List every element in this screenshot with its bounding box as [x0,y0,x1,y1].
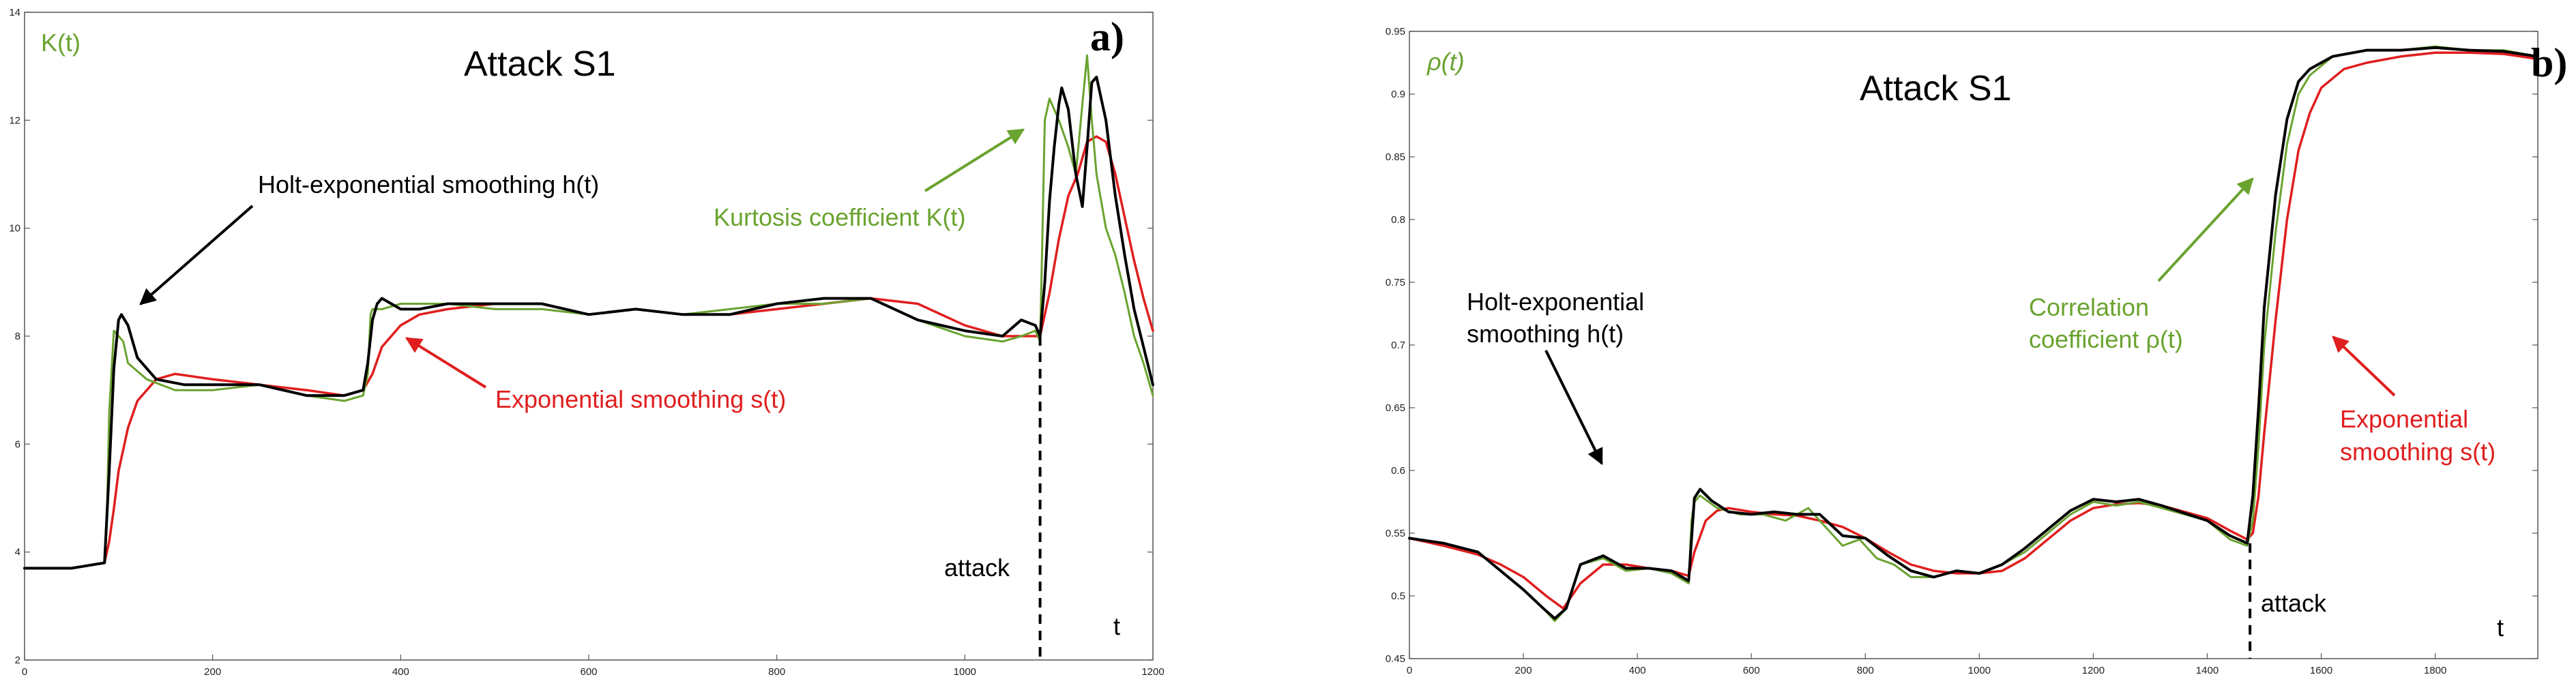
chart-a-holt-annotation: Holt-exponential smoothing h(t) [258,170,600,198]
chart-b-ytick-label: 0.5 [1391,590,1405,602]
chart-b-xtick-label: 200 [1515,665,1532,676]
chart-b-metric-annotation-1: Correlation [2029,293,2150,321]
chart-b-ytick-label: 0.45 [1386,653,1405,665]
chart-b-xtick-label: 0 [1407,665,1412,676]
chart-b-ytick-label: 0.55 [1386,528,1405,539]
chart-a-xtick-label: 400 [392,666,409,678]
chart-b-ytick-label: 0.85 [1386,151,1405,163]
chart-b-xtick-label: 600 [1743,665,1760,676]
chart-a-t-label: t [1113,612,1121,640]
chart-a-ytick-label: 6 [15,438,20,450]
chart-a-attack-label: attack [944,554,1010,582]
chart-b-ytick-label: 0.75 [1386,277,1405,288]
chart-a-svg: 2 4 6 8 10 12 14 0 200 400 600 800 1000 1200 [9,7,1164,678]
chart-b-xtick-label: 400 [1629,665,1646,676]
chart-b-series-holt [1408,46,2539,620]
chart-b-svg: 0.45 0.5 0.55 0.6 0.65 0.7 0.75 0.8 0.85 0.9 0.95 0… [1386,26,2539,676]
chart-a-series-kurtosis [23,54,1154,569]
chart-b-exp-arrow [2332,335,2396,397]
chart-a-xtick-label: 200 [204,666,221,678]
chart-b-panel-letter: b) [2531,40,2568,85]
chart-a-series-holt [23,76,1154,570]
chart-b-holt-arrow [1545,350,1603,466]
chart-a-title: Attack S1 [464,44,616,84]
chart-a-ytick-label: 14 [9,7,20,18]
chart-b-ytick-label: 0.6 [1391,465,1405,477]
chart-a-ytick-label: 10 [9,223,20,235]
chart-b-exp-annotation-1: Exponential [2340,405,2469,433]
chart-a-exp-arrow [405,337,487,389]
chart-a-xtick-label: 1000 [954,666,976,678]
chart-a-xtick-label: 800 [768,666,785,678]
chart-b-ytick-label: 0.95 [1386,26,1405,38]
chart-a-metric-annotation: Kurtosis coefficient K(t) [714,203,966,231]
chart-b-exp-annotation-2: smoothing s(t) [2340,438,2496,466]
chart-panel-a: 2 4 6 8 10 12 14 0 200 400 600 800 1000 1200 K(t) Att… [0,0,1164,690]
chart-b-ytick-label: 0.7 [1391,340,1405,351]
chart-a-ytick-label: 2 [15,655,20,666]
chart-a-ytick-label: 12 [9,115,20,126]
chart-b-metric-annotation-2: coefficient ρ(t) [2029,325,2183,353]
chart-b-xtick-label: 1200 [2082,665,2105,676]
chart-b-ytick-label: 0.9 [1391,89,1405,100]
chart-a-xtick-label: 0 [22,666,27,678]
chart-a-ylabel: K(t) [41,29,80,57]
chart-b-ytick-label: 0.8 [1391,214,1405,226]
chart-b-holt-annotation-1: Holt-exponential [1467,288,1645,316]
chart-b-holt-annotation-2: smoothing h(t) [1467,320,1624,348]
chart-b-t-label: t [2497,614,2504,642]
chart-a-holt-arrow [139,205,254,305]
chart-b-ylabel: ρ(t) [1427,48,1465,76]
chart-b-attack-label: attack [2261,589,2327,617]
chart-b-title: Attack S1 [1860,69,2012,108]
chart-a-series-exp [23,135,1154,570]
chart-b-xtick-label: 1800 [2424,665,2446,676]
chart-b-xtick-label: 800 [1857,665,1874,676]
chart-b-xtick-label: 1400 [2196,665,2219,676]
chart-a-xtick-label: 600 [580,666,597,678]
chart-a-ytick-label: 8 [15,331,20,342]
chart-b-ytick-label: 0.65 [1386,402,1405,414]
chart-panel-b: 0.45 0.5 0.55 0.6 0.65 0.7 0.75 0.8 0.85 0.9 0.95 0… [1385,0,2576,690]
chart-a-panel-letter: a) [1090,14,1124,59]
chart-a-exp-annotation: Exponential smoothing s(t) [495,385,787,413]
chart-b-metric-arrow [2157,177,2254,282]
chart-b-xtick-label: 1000 [1968,665,1991,676]
chart-a-metric-arrow [924,128,1025,192]
chart-a-xtick-label: 1200 [1141,666,1164,678]
chart-b-xtick-label: 1600 [2310,665,2332,676]
chart-a-ytick-label: 4 [15,547,20,558]
